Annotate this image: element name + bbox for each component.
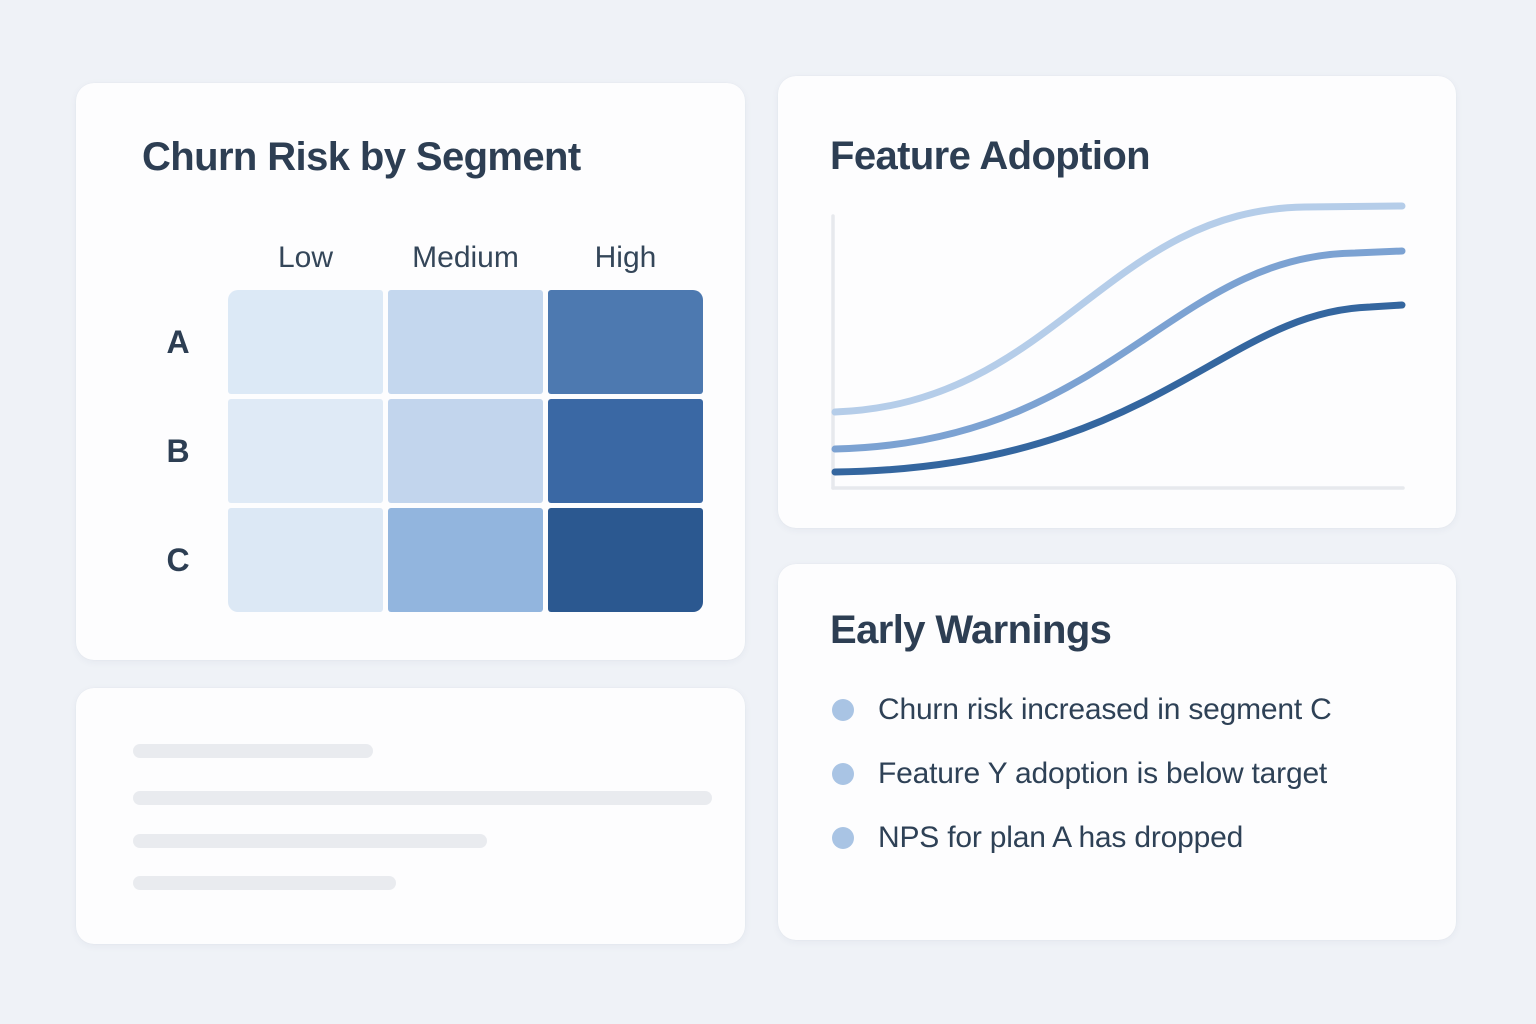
heatmap-row-label-b: B [166,432,190,469]
heatmap-cell-b-low [228,399,383,503]
heatmap-cell-b-medium [388,399,543,503]
heatmap-cell-c-high [548,508,703,612]
placeholder-card [76,688,745,944]
warning-item: NPS for plan A has dropped [832,821,1332,855]
skeleton-bar [133,744,373,758]
bullet-dot-icon [832,763,854,785]
adoption-curve-series-2 [831,247,1406,453]
warning-text: Churn risk increased in segment C [878,693,1332,726]
heatmap-col-header-low: Low [277,241,334,274]
churn-risk-card: Churn Risk by Segment Low Medium High A … [76,83,745,660]
early-warnings-card: Early Warnings Churn risk increased in s… [778,564,1456,940]
feature-adoption-card: Feature Adoption [778,76,1456,528]
heatmap-corner-spacer [133,233,223,285]
early-warnings-title: Early Warnings [830,608,1112,652]
skeleton-bar [133,876,396,890]
warning-text: Feature Y adoption is below target [878,757,1328,790]
warning-item: Feature Y adoption is below target [832,757,1332,791]
skeleton-line-group [133,744,712,890]
skeleton-bar [133,791,712,805]
skeleton-bar [133,834,487,848]
heatmap-cell-a-low [228,290,383,394]
heatmap-cell-c-medium [388,508,543,612]
heatmap-cell-b-high [548,399,703,503]
churn-risk-heatmap: Low Medium High A B C [133,233,703,612]
heatmap-col-header-medium: Medium [412,241,519,274]
feature-adoption-title: Feature Adoption [830,134,1151,178]
heatmap-cell-a-high [548,290,703,394]
early-warnings-list: Churn risk increased in segment C Featur… [832,693,1332,885]
heatmap-cell-a-medium [388,290,543,394]
adoption-curve-series-1 [831,202,1406,416]
bullet-dot-icon [832,699,854,721]
heatmap-col-header-high: High [594,241,657,274]
churn-risk-title: Churn Risk by Segment [142,135,581,179]
bullet-dot-icon [832,827,854,849]
warning-item: Churn risk increased in segment C [832,693,1332,727]
heatmap-cell-c-low [228,508,383,612]
heatmap-row-label-a: A [166,323,190,360]
heatmap-row-label-c: C [166,541,190,578]
feature-adoption-chart [831,202,1406,490]
warning-text: NPS for plan A has dropped [878,821,1244,854]
adoption-curve-series-3 [831,301,1406,476]
